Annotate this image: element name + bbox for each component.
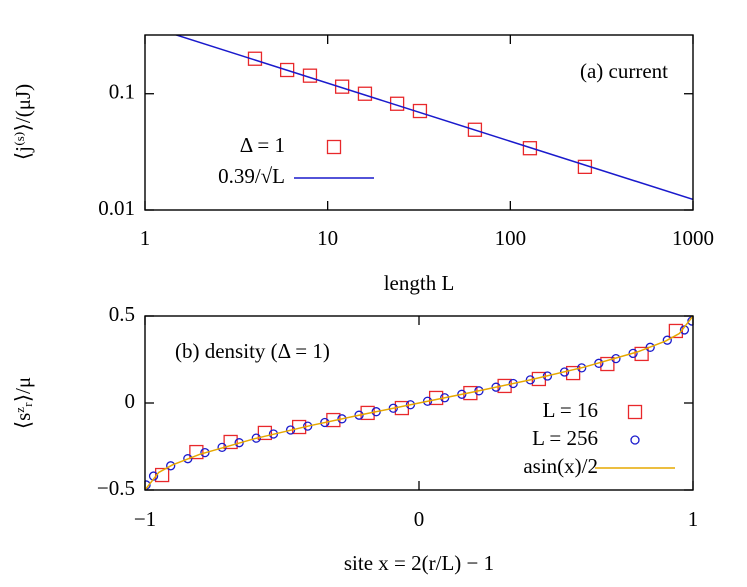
circle-marker <box>628 348 638 359</box>
annotation: (b) density (Δ = 1) <box>175 339 330 363</box>
square-marker <box>668 323 684 339</box>
square-marker <box>360 405 375 421</box>
x-axis-label: length L <box>384 271 455 295</box>
legend-label: 0.39/√L <box>218 164 285 188</box>
circle-marker <box>388 403 398 413</box>
legend-swatch <box>627 404 643 420</box>
circle-marker <box>440 393 450 403</box>
square-marker <box>334 79 350 94</box>
square-marker <box>279 62 295 78</box>
square-marker <box>565 365 581 381</box>
y-tick-label: 0.01 <box>98 196 135 220</box>
x-tick-label: 1 <box>688 507 699 531</box>
legend-label: asin(x)/2 <box>523 454 598 478</box>
circle-marker <box>508 378 518 389</box>
y-axis-label: ⟨sᶻᵣ⟩/μ <box>11 377 35 429</box>
square-marker <box>247 51 263 66</box>
y-tick-label: 0.1 <box>109 80 135 104</box>
series-line <box>173 35 693 201</box>
x-tick-label: 0 <box>414 507 425 531</box>
circle-marker <box>577 363 587 373</box>
plot-area <box>173 35 693 201</box>
plot-frame <box>144 34 694 211</box>
x-axis-label: site x = 2(r/L) − 1 <box>344 551 494 575</box>
circle-marker <box>354 410 364 420</box>
square-marker <box>634 346 649 362</box>
circle-marker <box>645 342 655 352</box>
square-marker <box>600 356 615 372</box>
square-marker <box>154 467 170 483</box>
circle-marker <box>405 400 416 410</box>
square-marker <box>467 122 483 137</box>
circle-marker <box>457 389 467 399</box>
legend-label: Δ = 1 <box>240 133 285 157</box>
circle-marker <box>371 407 381 417</box>
circle-marker <box>337 414 347 424</box>
circle-marker <box>320 417 330 428</box>
circle-marker <box>422 396 433 406</box>
square-marker <box>522 141 538 156</box>
circle-marker <box>525 375 535 385</box>
circle-marker <box>491 382 501 392</box>
circle-marker <box>303 421 313 431</box>
square-marker <box>189 444 204 460</box>
x-tick-label: −1 <box>134 507 156 531</box>
x-tick-label: 1 <box>140 226 151 250</box>
x-tick-label: 10 <box>317 226 338 250</box>
legend-label: L = 256 <box>532 426 598 450</box>
legend-swatch <box>630 435 640 445</box>
legend-label: L = 16 <box>543 398 598 422</box>
square-marker <box>223 434 238 450</box>
square-marker <box>463 385 478 401</box>
y-tick-label: −0.5 <box>97 476 135 500</box>
circle-marker <box>166 461 176 471</box>
x-tick-label: 100 <box>495 226 527 250</box>
y-tick-label: 0 <box>125 389 136 413</box>
circle-marker <box>251 433 261 443</box>
series-line <box>145 316 693 490</box>
x-tick-label: 1000 <box>672 226 714 250</box>
plot-area <box>145 316 693 490</box>
circle-marker <box>662 335 672 345</box>
y-tick-label: 0.5 <box>109 302 135 326</box>
circle-marker <box>200 447 210 458</box>
annotation: (a) current <box>580 59 668 83</box>
legend-swatch <box>326 139 342 155</box>
circle-marker <box>474 386 484 396</box>
plot-frame <box>144 315 694 491</box>
circle-marker <box>183 454 193 464</box>
square-marker <box>257 425 273 441</box>
y-axis-label: ⟨j⁽ˢ⁾⟩/(μJ) <box>11 84 35 160</box>
